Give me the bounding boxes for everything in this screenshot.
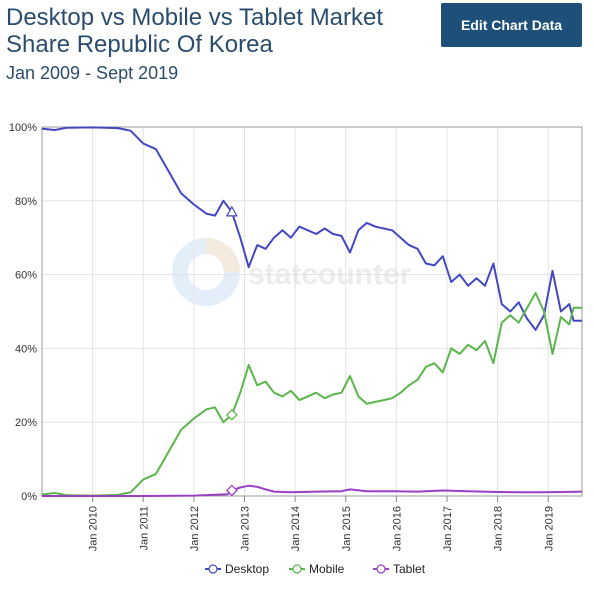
y-tick-label: 100%	[9, 122, 37, 134]
desktop-marker	[225, 205, 238, 217]
page-title: Desktop vs Mobile vs Tablet Market Share…	[6, 4, 384, 58]
chart-area: statcounter 0% 20% 40% 60% 80% 100% Jan 2010 Jan…	[0, 110, 594, 593]
plot-border	[41, 126, 583, 497]
legend-label: Desktop	[225, 562, 269, 576]
x-tick-label: Jan 2017	[442, 506, 454, 551]
legend: Desktop Mobile Tablet	[205, 562, 426, 576]
series-line-tablet	[42, 484, 583, 497]
x-tick-label: Jan 2015	[341, 506, 353, 551]
y-tick-label: 80%	[15, 196, 37, 208]
x-tick-label: Jan 2016	[391, 506, 403, 551]
legend-label: Mobile	[309, 562, 345, 576]
page-subtitle: Jan 2009 - Sept 2019	[6, 63, 179, 83]
y-tick-label: 0%	[21, 491, 37, 503]
line-chart: statcounter 0% 20% 40% 60% 80% 100% Jan 2010 Jan…	[9, 122, 583, 576]
x-tick-label: Jan 2018	[493, 506, 505, 551]
watermark-logo-accent	[205, 238, 240, 273]
legend-item-tablet[interactable]: Tablet	[373, 562, 426, 576]
series-line-mobile	[41, 292, 582, 497]
y-tick-label: 60%	[15, 270, 37, 282]
legend-item-desktop[interactable]: Desktop	[205, 562, 269, 576]
tablet-marker	[225, 484, 238, 497]
x-tick-label: Jan 2013	[240, 506, 252, 551]
x-tick-label: Jan 2011	[138, 506, 150, 550]
legend-marker-icon	[208, 564, 218, 574]
x-tick-label: Jan 2014	[290, 506, 302, 551]
legend-label: Tablet	[393, 562, 426, 576]
legend-marker-icon	[376, 564, 386, 574]
y-tick-label: 20%	[15, 417, 37, 429]
y-tick-label: 40%	[15, 343, 37, 355]
statcounter-watermark: statcounter	[172, 238, 412, 306]
legend-item-mobile[interactable]: Mobile	[289, 562, 345, 576]
series-line-desktop	[41, 126, 582, 331]
x-tick-label: Jan 2019	[543, 506, 555, 551]
mobile-marker	[225, 408, 238, 421]
legend-marker-icon	[292, 564, 302, 574]
x-tick-label: Jan 2012	[189, 506, 201, 551]
edit-chart-data-button[interactable]: Edit Chart Data	[441, 3, 582, 47]
x-tick-label: Jan 2010	[88, 506, 100, 551]
